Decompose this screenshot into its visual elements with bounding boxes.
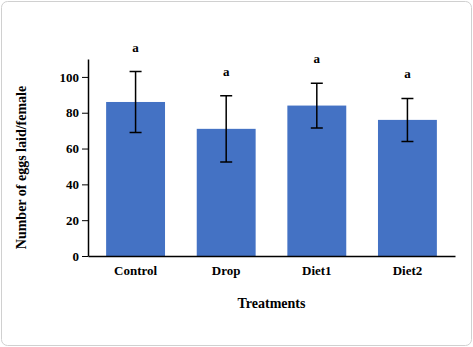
error-bar — [220, 96, 232, 162]
error-bar — [401, 98, 413, 141]
error-bar — [130, 72, 142, 133]
annotation: a — [223, 64, 230, 79]
error-bar — [311, 83, 323, 128]
y-tick-mark — [82, 220, 88, 221]
y-tick-label: 100 — [60, 70, 80, 85]
y-tick-mark — [82, 149, 88, 150]
x-axis-line — [89, 256, 456, 258]
chart: a a a a 0 20 40 60 80 100 Control Drop Diet1 Diet2 Tre… — [0, 0, 473, 347]
x-axis: Control Drop Diet1 Diet2 — [89, 256, 456, 278]
y-tick-label: 0 — [73, 249, 80, 264]
x-tick-label: Diet2 — [393, 263, 423, 278]
annotation: a — [404, 66, 411, 81]
y-tick: 40 — [66, 177, 88, 192]
x-axis-title: Treatments — [238, 296, 306, 311]
y-tick: 100 — [60, 70, 89, 85]
x-tick: Diet2 — [393, 256, 423, 278]
x-tick: Diet1 — [302, 256, 332, 278]
x-tick: Control — [114, 256, 157, 278]
y-tick-label: 80 — [66, 105, 79, 120]
x-tick-label: Control — [114, 263, 157, 278]
y-tick-label: 40 — [66, 177, 79, 192]
y-tick-mark — [82, 256, 88, 257]
y-tick-mark — [82, 77, 88, 78]
annotation: a — [314, 51, 321, 66]
y-tick: 80 — [66, 105, 88, 120]
x-tick: Drop — [212, 256, 241, 278]
y-tick: 60 — [66, 141, 88, 156]
y-axis: 0 20 40 60 80 100 — [60, 60, 89, 264]
y-tick-label: 60 — [66, 141, 79, 156]
annotation: a — [132, 40, 139, 55]
y-axis-title: Number of eggs laid/female — [14, 86, 29, 249]
y-axis-line — [88, 60, 90, 257]
plot: a a a a 0 20 40 60 80 100 Control Drop Diet1 Diet2 — [60, 40, 456, 279]
y-tick-mark — [82, 184, 88, 185]
x-tick-label: Drop — [212, 263, 241, 278]
y-tick-label: 20 — [66, 213, 79, 228]
x-tick-label: Diet1 — [302, 263, 332, 278]
y-tick: 20 — [66, 213, 88, 228]
marks — [106, 72, 437, 256]
y-tick-mark — [82, 113, 88, 114]
frame — [2, 2, 472, 346]
y-tick: 0 — [73, 249, 89, 264]
